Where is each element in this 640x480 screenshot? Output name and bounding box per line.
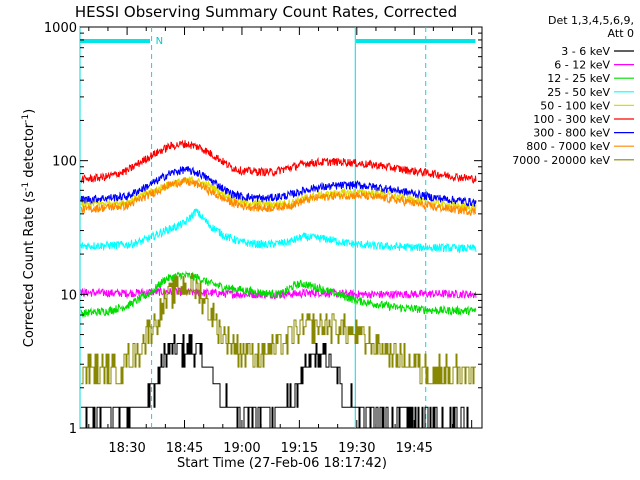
chart-title: HESSI Observing Summary Count Rates, Cor… (75, 3, 457, 21)
series-group (80, 139, 477, 429)
y-axis-label-sup1: -1 (21, 182, 31, 191)
orbit-markers (79, 27, 476, 428)
y-axis-label-end: ) (22, 109, 37, 114)
series-line-8 (81, 273, 476, 385)
legend-header-line2: Att 0 (608, 27, 634, 40)
series-line-2 (80, 270, 477, 318)
legend-label-1: 6 - 12 keV (554, 59, 610, 72)
x-axis-label: Start Time (27-Feb-06 18:17:42) (177, 456, 387, 471)
x-tick-label-5: 19:45 (395, 441, 432, 456)
y-axis-label: Corrected Count Rate (s-1 detector-1) (21, 109, 37, 347)
legend-label-7: 800 - 7000 keV (526, 140, 610, 153)
y-axis-label-sup2: -1 (21, 114, 31, 123)
y-tick-label-3: 1000 (44, 21, 77, 36)
legend-label-0: 3 - 6 keV (561, 45, 610, 58)
series-line-1 (80, 286, 477, 300)
legend-label-3: 25 - 50 keV (547, 86, 610, 99)
legend-label-8: 7000 - 20000 keV (512, 154, 610, 167)
x-tick-label-1: 18:45 (166, 441, 203, 456)
series-line-3 (80, 208, 477, 254)
x-tick-label-4: 19:30 (338, 441, 375, 456)
axes-group: 1 10 100 1000 18:30 18:45 19:00 19:15 19:30 19:45 (44, 21, 482, 456)
series-line-7 (80, 177, 477, 216)
y-axis-label-main: Corrected Count Rate (s (22, 191, 37, 348)
legend-header-line1: Det 1,3,4,5,6,9, (548, 14, 634, 27)
series-line-6 (80, 166, 477, 207)
legend-label-2: 12 - 25 keV (547, 72, 610, 85)
x-tick-label-3: 19:15 (281, 441, 318, 456)
y-tick-label-0: 1 (69, 422, 77, 437)
y-axis-label-mid: detector (22, 122, 37, 182)
y-tick-label-1: 10 (60, 288, 77, 303)
x-tick-label-0: 18:30 (108, 441, 145, 456)
annotation-n: N (156, 36, 163, 47)
legend-label-6: 300 - 800 keV (533, 127, 610, 140)
x-tick-label-2: 19:00 (223, 441, 260, 456)
series-line-5 (80, 139, 477, 184)
legend-label-4: 50 - 100 keV (540, 99, 610, 112)
y-tick-label-2: 100 (52, 155, 77, 170)
legend-label-5: 100 - 300 keV (533, 113, 610, 126)
series-line-0 (81, 334, 476, 429)
